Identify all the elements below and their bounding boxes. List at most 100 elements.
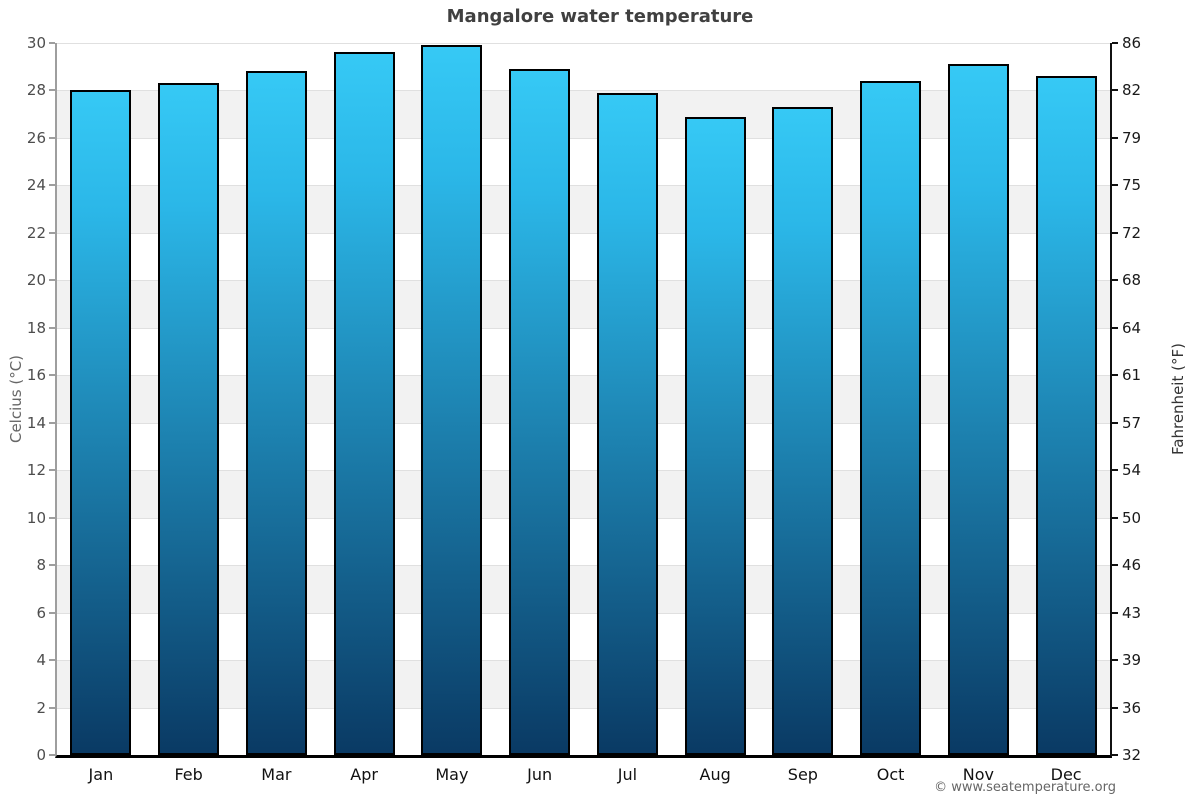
y-tickmark-left bbox=[49, 184, 55, 187]
y-tick-c-16: 16 bbox=[26, 366, 46, 385]
bar-apr bbox=[333, 52, 395, 755]
y-tickmark-left bbox=[49, 611, 55, 614]
y-tick-f-43: 43 bbox=[1122, 603, 1142, 622]
y-tickmark-right bbox=[1112, 564, 1118, 567]
y-tickmark-left bbox=[49, 326, 55, 329]
grid-band bbox=[57, 470, 1110, 518]
grid-band bbox=[57, 375, 1110, 423]
y-tickmark-right bbox=[1112, 611, 1118, 614]
y-tick-c-2: 2 bbox=[36, 698, 46, 717]
y-tick-f-64: 64 bbox=[1122, 318, 1142, 337]
y-tickmark-right bbox=[1112, 136, 1118, 139]
gridline bbox=[57, 565, 1110, 567]
x-tick-aug: Aug bbox=[699, 765, 731, 784]
gridline bbox=[57, 612, 1110, 614]
y-tickmark-left bbox=[49, 421, 55, 424]
y-tick-c-18: 18 bbox=[26, 318, 46, 337]
y-tick-c-6: 6 bbox=[36, 603, 46, 622]
y-tick-c-30: 30 bbox=[26, 34, 46, 52]
y-tick-f-57: 57 bbox=[1122, 413, 1142, 432]
bar-feb bbox=[158, 83, 220, 755]
x-tick-feb: Feb bbox=[174, 765, 203, 784]
x-tick-sep: Sep bbox=[787, 765, 818, 784]
gridline bbox=[57, 280, 1110, 282]
x-tick-mar: Mar bbox=[261, 765, 292, 784]
bar-nov bbox=[947, 64, 1009, 755]
y-tick-f-61: 61 bbox=[1122, 366, 1142, 385]
x-tick-jan: Jan bbox=[88, 765, 114, 784]
y-tick-f-68: 68 bbox=[1122, 271, 1142, 290]
y-tickmark-right bbox=[1112, 374, 1118, 377]
y-tickmark-left bbox=[49, 659, 55, 662]
y-tickmark-right bbox=[1112, 706, 1118, 709]
y-tickmark-left bbox=[49, 469, 55, 472]
gridline bbox=[57, 327, 1110, 329]
gridline bbox=[57, 375, 1110, 377]
y-tickmark-right bbox=[1112, 326, 1118, 329]
bar-dec bbox=[1035, 76, 1097, 755]
y-tick-c-26: 26 bbox=[26, 128, 46, 147]
y-tick-f-72: 72 bbox=[1122, 223, 1142, 242]
bar-jun bbox=[509, 69, 571, 755]
y-tick-f-82: 82 bbox=[1122, 81, 1142, 100]
x-tick-oct: Oct bbox=[876, 765, 905, 784]
y-tickmark-right bbox=[1112, 42, 1118, 44]
y-tickmark-left bbox=[49, 754, 55, 756]
bar-jan bbox=[70, 90, 132, 755]
y-tick-c-8: 8 bbox=[36, 556, 46, 575]
y-tickmark-right bbox=[1112, 231, 1118, 234]
y-tick-f-36: 36 bbox=[1122, 698, 1142, 717]
y-tick-c-24: 24 bbox=[26, 176, 46, 195]
chart-title: Mangalore water temperature bbox=[446, 6, 754, 27]
y-tickmark-right bbox=[1112, 754, 1118, 756]
y-tickmark-right bbox=[1112, 516, 1118, 519]
gridline bbox=[57, 660, 1110, 662]
y-tick-f-75: 75 bbox=[1122, 176, 1142, 195]
y-tick-c-12: 12 bbox=[26, 461, 46, 480]
footer-copyright-link[interactable]: © www.seatemperature.org bbox=[934, 780, 1116, 795]
y-tick-c-10: 10 bbox=[26, 508, 46, 527]
y-tickmark-left bbox=[49, 279, 55, 282]
y-tickmark-left bbox=[49, 706, 55, 709]
y-tick-c-28: 28 bbox=[26, 81, 46, 100]
y-tickmark-right bbox=[1112, 469, 1118, 472]
grid-band bbox=[57, 90, 1110, 138]
y-tick-c-22: 22 bbox=[26, 223, 46, 242]
gridline bbox=[57, 43, 1110, 44]
bar-jul bbox=[596, 92, 658, 755]
x-tick-dec: Dec bbox=[1050, 765, 1082, 784]
y-tick-f-32: 32 bbox=[1122, 746, 1142, 764]
y-tickmark-left bbox=[49, 516, 55, 519]
y-tick-f-54: 54 bbox=[1122, 461, 1142, 480]
gridline bbox=[57, 90, 1110, 92]
gridline bbox=[57, 185, 1110, 187]
y-tickmark-right bbox=[1112, 184, 1118, 187]
bar-sep bbox=[772, 107, 834, 755]
y-tick-c-0: 0 bbox=[36, 746, 46, 764]
y-tick-c-4: 4 bbox=[36, 651, 46, 670]
y-tickmark-left bbox=[49, 231, 55, 234]
y-tick-f-50: 50 bbox=[1122, 508, 1142, 527]
gridline bbox=[57, 422, 1110, 424]
bar-mar bbox=[245, 71, 307, 755]
y-tick-c-14: 14 bbox=[26, 413, 46, 432]
bar-aug bbox=[684, 116, 746, 755]
gridline bbox=[57, 517, 1110, 519]
y-tickmark-right bbox=[1112, 279, 1118, 282]
y-tick-c-20: 20 bbox=[26, 271, 46, 290]
x-tick-nov: Nov bbox=[962, 765, 994, 784]
x-tick-may: May bbox=[435, 765, 469, 784]
y-tickmark-left bbox=[49, 136, 55, 139]
x-tick-jul: Jul bbox=[617, 765, 638, 784]
grid-band bbox=[57, 280, 1110, 328]
x-tick-jun: Jun bbox=[527, 765, 553, 784]
x-tick-apr: Apr bbox=[350, 765, 378, 784]
y-tick-f-79: 79 bbox=[1122, 128, 1142, 147]
y-tickmark-left bbox=[49, 89, 55, 92]
bar-may bbox=[421, 45, 483, 755]
plot-area bbox=[55, 43, 1112, 758]
y-tickmark-left bbox=[49, 564, 55, 567]
y-axis-title-fahrenheit: Fahrenheit (°F) bbox=[1169, 343, 1187, 455]
gridline bbox=[57, 470, 1110, 472]
